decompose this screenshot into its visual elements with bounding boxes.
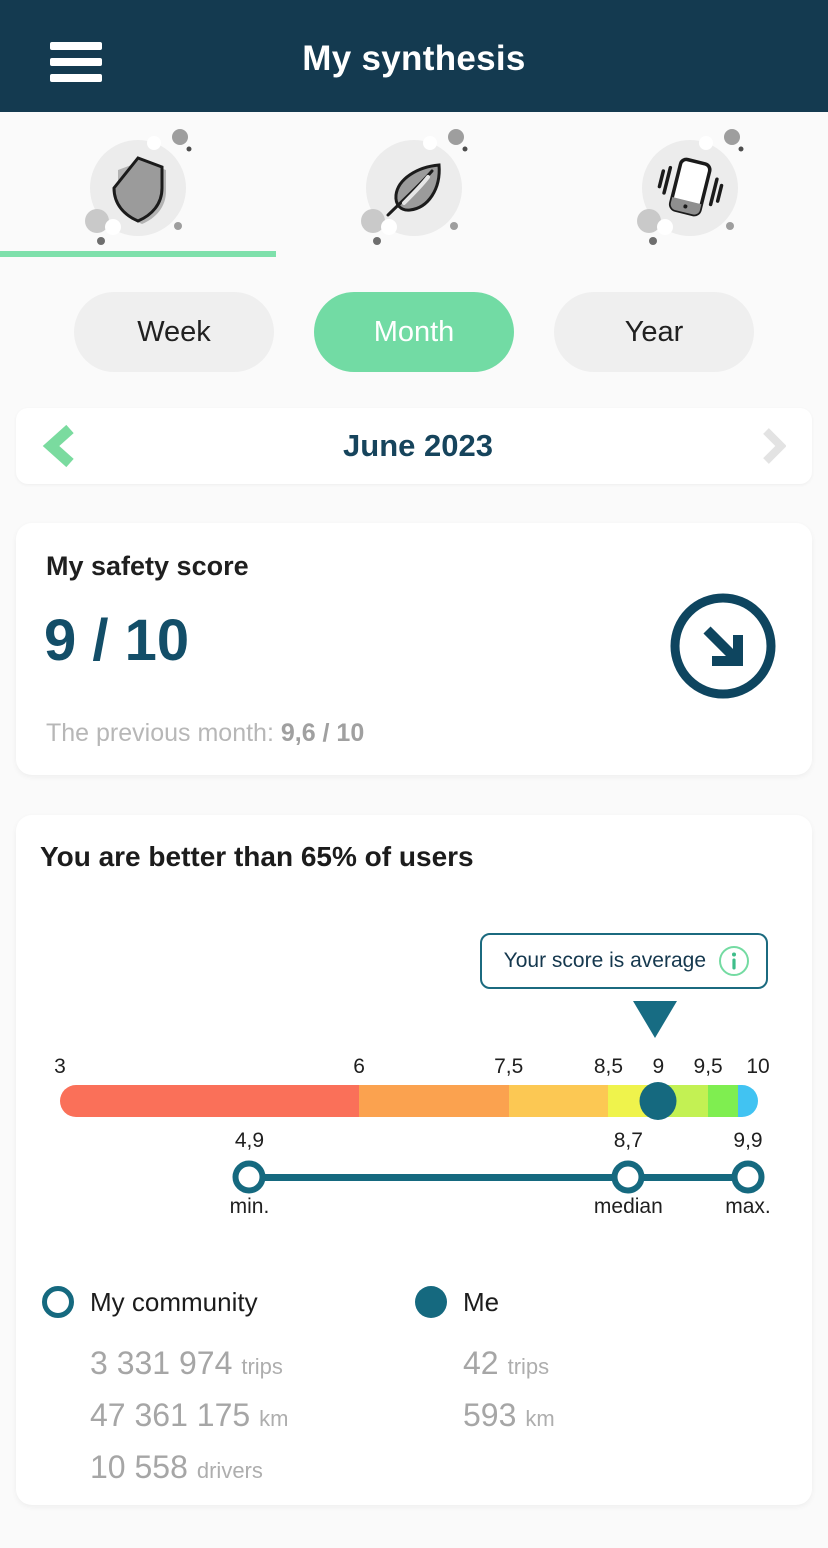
safety-score-card: My safety score 9 / 10 The previous mont… bbox=[16, 523, 812, 775]
stat-value: 10 558 bbox=[90, 1449, 188, 1485]
stat-circle bbox=[232, 1160, 266, 1194]
scale-segment bbox=[738, 1085, 758, 1117]
stat-value-label: 9,9 bbox=[733, 1129, 763, 1152]
stat-name-label: median bbox=[593, 1195, 663, 1218]
tab-eco-driving[interactable] bbox=[276, 112, 552, 257]
page-title: My synthesis bbox=[302, 39, 526, 78]
vibrating-phone-icon bbox=[636, 128, 744, 245]
tab-safety[interactable] bbox=[0, 112, 276, 257]
stat-value: 3 331 974 bbox=[90, 1345, 233, 1381]
legend-community: My community 3 331 974 trips 47 361 175 km 1… bbox=[42, 1285, 288, 1501]
stats-line bbox=[249, 1174, 749, 1181]
stat-row: 42 trips bbox=[463, 1345, 555, 1397]
app-header: My synthesis bbox=[0, 0, 828, 112]
scale-segment bbox=[359, 1085, 509, 1117]
trend-down-arrow-icon bbox=[670, 593, 776, 699]
stat-row: 3 331 974 trips bbox=[90, 1345, 288, 1397]
score-tooltip: Your score is average bbox=[479, 933, 768, 989]
category-tabs bbox=[0, 112, 828, 257]
scale-segment bbox=[708, 1085, 739, 1117]
chevron-left-icon[interactable] bbox=[16, 424, 102, 468]
previous-score-value: 9,6 / 10 bbox=[280, 719, 365, 747]
legend-me: Me 42 trips 593 km bbox=[415, 1285, 555, 1449]
my-score-marker bbox=[639, 1082, 677, 1120]
stat-circle bbox=[731, 1160, 765, 1194]
community-ring-icon bbox=[42, 1286, 74, 1318]
scale-tick-label: 7,5 bbox=[494, 1055, 524, 1078]
scale-tick-label: 9 bbox=[652, 1055, 665, 1078]
stat-unit: trips bbox=[507, 1354, 550, 1379]
chevron-right-icon[interactable] bbox=[734, 427, 812, 465]
tooltip-text: Your score is average bbox=[503, 949, 706, 972]
score-scale-chart: 3 6 7,5 8,5 9 9,5 10 4,9 min. 8,7 median 9,9 max. bbox=[54, 1055, 771, 1240]
scale-tick-label: 6 bbox=[353, 1055, 365, 1078]
stat-unit: km bbox=[525, 1406, 555, 1431]
leaf-icon bbox=[360, 128, 468, 245]
hamburger-menu-icon[interactable] bbox=[50, 42, 102, 82]
stat-name-label: max. bbox=[725, 1195, 771, 1218]
stat-circle bbox=[611, 1160, 645, 1194]
score-pointer-triangle bbox=[633, 1001, 677, 1038]
community-stats: 3 331 974 trips 47 361 175 km 10 558 drivers bbox=[90, 1345, 288, 1501]
stat-row: 593 km bbox=[463, 1397, 555, 1449]
stat-value-label: 8,7 bbox=[613, 1129, 643, 1152]
community-comparison-card: You are better than 65% of users Your sc… bbox=[16, 815, 812, 1505]
date-navigator: June 2023 bbox=[16, 408, 812, 484]
stat-unit: drivers bbox=[196, 1458, 263, 1483]
me-dot-icon bbox=[415, 1286, 447, 1318]
previous-score-text: The previous month: 9,6 / 10 bbox=[46, 719, 364, 748]
community-label: My community bbox=[90, 1286, 258, 1317]
legend-me-header: Me bbox=[415, 1285, 555, 1319]
me-label: Me bbox=[463, 1286, 500, 1317]
scale-segment bbox=[60, 1085, 360, 1117]
stat-row: 10 558 drivers bbox=[90, 1449, 288, 1501]
period-week-button[interactable]: Week bbox=[74, 292, 274, 372]
current-period-label: June 2023 bbox=[343, 428, 493, 463]
scale-tick-label: 10 bbox=[746, 1055, 770, 1078]
scale-tick-label: 9,5 bbox=[693, 1055, 723, 1078]
previous-score-label: The previous month: bbox=[46, 719, 281, 747]
active-tab-indicator bbox=[0, 251, 276, 257]
period-selector: Week Month Year bbox=[0, 292, 828, 372]
scale-segment bbox=[508, 1085, 609, 1117]
stat-unit: trips bbox=[241, 1354, 283, 1379]
period-month-button[interactable]: Month bbox=[314, 292, 514, 372]
legend-community-header: My community bbox=[42, 1285, 288, 1319]
info-icon[interactable] bbox=[718, 945, 750, 977]
score-card-title: My safety score bbox=[46, 551, 249, 581]
stat-unit: km bbox=[259, 1406, 289, 1431]
comparison-title: You are better than 65% of users bbox=[40, 841, 474, 872]
stat-name-label: min. bbox=[229, 1195, 270, 1218]
me-stats: 42 trips 593 km bbox=[463, 1345, 555, 1449]
stat-value: 42 bbox=[463, 1345, 499, 1381]
period-year-button[interactable]: Year bbox=[554, 292, 754, 372]
shield-icon bbox=[84, 128, 192, 245]
scale-tick-label: 8,5 bbox=[593, 1055, 624, 1078]
tab-phone-distraction[interactable] bbox=[552, 112, 828, 257]
stat-row: 47 361 175 km bbox=[90, 1397, 288, 1449]
stat-value: 593 bbox=[463, 1397, 517, 1433]
score-value: 9 / 10 bbox=[44, 608, 190, 673]
stat-value: 47 361 175 bbox=[90, 1397, 251, 1433]
scale-tick-label: 3 bbox=[54, 1055, 66, 1078]
stat-value-label: 4,9 bbox=[234, 1129, 265, 1152]
